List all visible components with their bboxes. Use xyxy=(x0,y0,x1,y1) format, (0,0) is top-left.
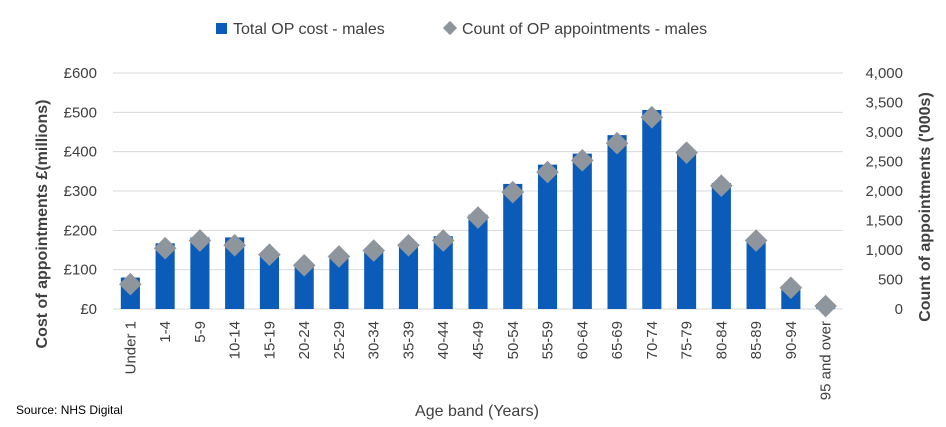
bar xyxy=(468,214,488,309)
x-tick-label: 25-29 xyxy=(331,321,348,359)
y-tick-label: £200 xyxy=(64,222,97,239)
marker xyxy=(814,294,837,318)
x-tick-label: 95 and over xyxy=(818,321,835,400)
bar xyxy=(155,243,175,309)
bar xyxy=(677,151,697,309)
bar xyxy=(572,153,592,309)
y2-tick-label: 1,500 xyxy=(865,213,903,230)
x-tick-label: 10-14 xyxy=(227,321,244,359)
legend: Total OP cost - males Count of OP appoin… xyxy=(216,20,707,38)
x-tick-label: 60-64 xyxy=(574,321,591,359)
marker xyxy=(779,276,803,300)
bar xyxy=(607,135,627,309)
x-tick-label: 70-74 xyxy=(644,321,661,359)
bar xyxy=(746,238,766,309)
y-axis-left: £0 £100 £200 £300 £400 £500 £600 xyxy=(64,65,97,318)
y2-tick-label: 500 xyxy=(878,272,903,289)
x-tick-label: 20-24 xyxy=(296,321,313,359)
x-axis: Under 1 1-4 5-9 10-14 15-19 20-24 25-29 30-34 35… xyxy=(122,321,834,400)
x-tick-label: 65-69 xyxy=(609,321,626,359)
legend-swatch-count xyxy=(442,20,458,36)
bar xyxy=(190,237,210,309)
y-tick-label: £300 xyxy=(64,183,97,200)
x-tick-label: 15-19 xyxy=(261,321,278,359)
y2-tick-label: 3,500 xyxy=(865,95,903,112)
y2-tick-label: 2,000 xyxy=(865,183,903,200)
x-tick-label: 30-34 xyxy=(366,321,383,359)
x-tick-label: 75-79 xyxy=(679,321,696,359)
x-tick-label: Under 1 xyxy=(122,321,139,374)
y-tick-label: £500 xyxy=(64,104,97,121)
x-tick-label: 35-39 xyxy=(400,321,417,359)
bars xyxy=(120,109,836,310)
y-tick-label: £600 xyxy=(64,65,97,82)
bar xyxy=(398,244,419,309)
bar xyxy=(711,183,731,309)
x-tick-label: 1-4 xyxy=(157,321,174,343)
y2-tick-label: 2,500 xyxy=(865,154,903,171)
marker xyxy=(640,105,664,129)
bar xyxy=(329,257,349,309)
x-tick-label: 5-9 xyxy=(192,321,209,343)
x-tick-label: 85-89 xyxy=(748,321,765,359)
y2-tick-label: 0 xyxy=(895,301,903,318)
bar xyxy=(433,236,453,309)
bar xyxy=(642,109,662,310)
marker xyxy=(292,254,316,277)
bar xyxy=(537,164,558,309)
x-axis-title: Age band (Years) xyxy=(415,403,539,420)
x-tick-label: 90-94 xyxy=(783,321,800,359)
legend-swatch-cost xyxy=(216,23,227,34)
marker xyxy=(327,245,351,268)
y-axis-title: Cost of appointments £(millions) xyxy=(34,100,51,349)
legend-label-count: Count of OP appointments - males xyxy=(462,21,707,38)
bar xyxy=(503,183,523,309)
x-tick-label: 45-49 xyxy=(470,321,487,359)
x-tick-label: 55-59 xyxy=(540,321,557,359)
y-tick-label: £0 xyxy=(80,301,97,318)
bar xyxy=(294,265,314,309)
bar xyxy=(225,237,245,309)
y2-tick-label: 1,000 xyxy=(865,242,903,259)
x-tick-label: 80-84 xyxy=(713,321,730,359)
y-tick-label: £100 xyxy=(64,262,97,279)
y-tick-label: £400 xyxy=(64,144,97,161)
x-tick-label: 50-54 xyxy=(505,321,522,359)
bar xyxy=(364,250,384,309)
x-tick-label: 40-44 xyxy=(435,321,452,359)
legend-label-cost: Total OP cost - males xyxy=(233,21,385,38)
y-axis-right: 0 500 1,000 1,500 2,000 2,500 3,000 3,500 4,000 xyxy=(865,65,903,318)
bar xyxy=(259,253,279,309)
y2-axis-title: Count of appointments ('000s) xyxy=(917,92,934,322)
source-note: Source: NHS Digital xyxy=(16,403,123,417)
y2-tick-label: 4,000 xyxy=(865,65,903,82)
y2-tick-label: 3,000 xyxy=(865,124,903,141)
